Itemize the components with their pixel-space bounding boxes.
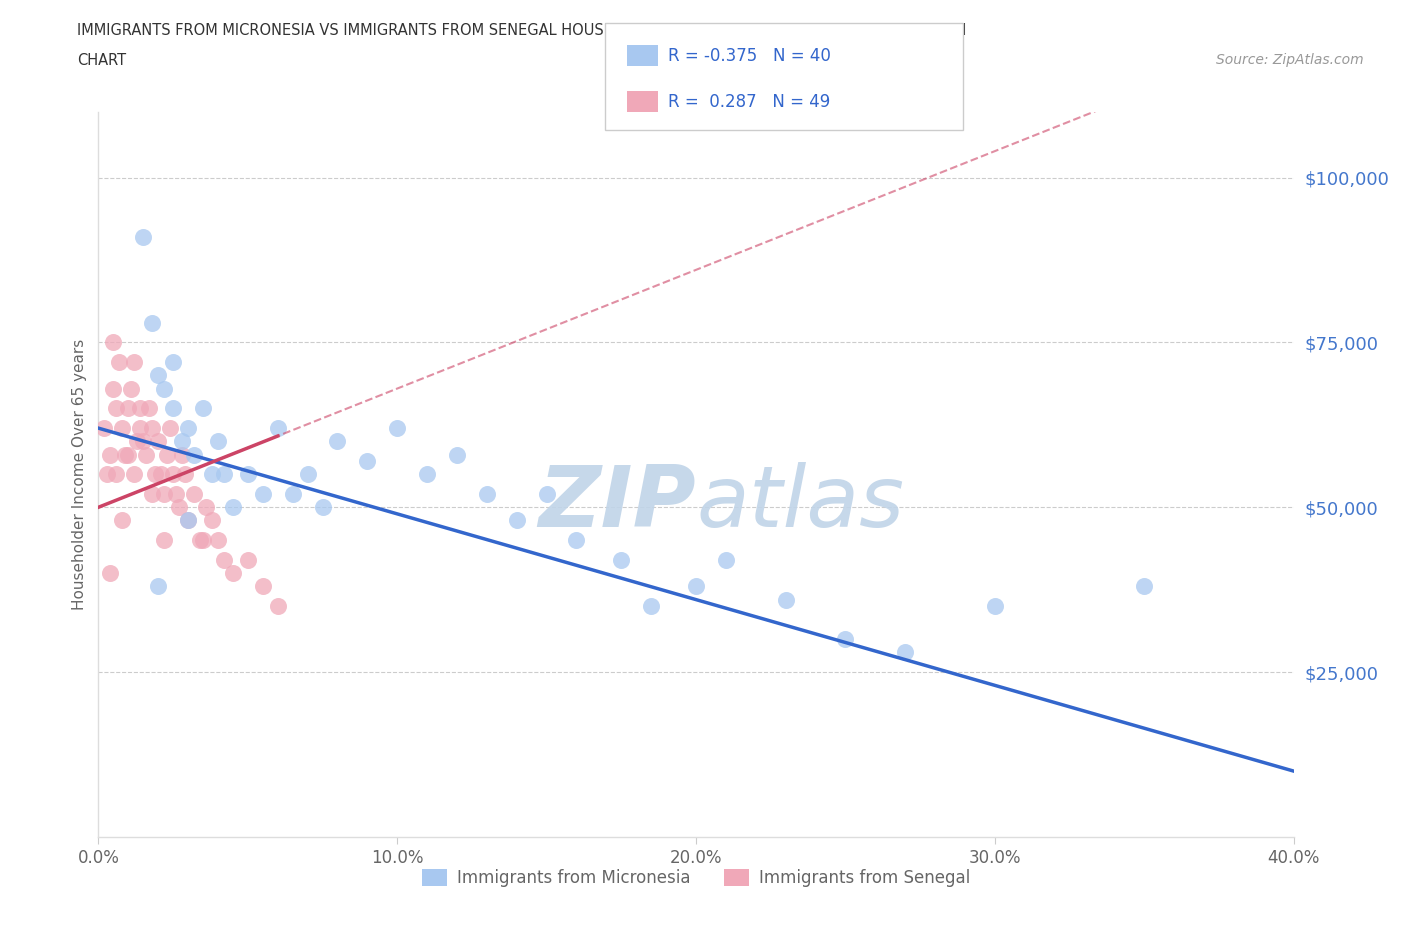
Point <box>141 486 163 501</box>
Point <box>177 420 200 435</box>
Point <box>124 467 146 482</box>
Point <box>207 533 229 548</box>
Point <box>153 381 176 396</box>
Point <box>207 434 229 449</box>
Text: ZIP: ZIP <box>538 462 696 545</box>
Point <box>153 533 176 548</box>
Point <box>148 434 170 449</box>
Text: IMMIGRANTS FROM MICRONESIA VS IMMIGRANTS FROM SENEGAL HOUSEHOLDER INCOME OVER 65: IMMIGRANTS FROM MICRONESIA VS IMMIGRANTS… <box>77 23 967 38</box>
Point <box>162 401 184 416</box>
Point <box>153 486 176 501</box>
Text: R = -0.375   N = 40: R = -0.375 N = 40 <box>668 46 831 65</box>
Point <box>252 579 274 594</box>
Point <box>98 565 122 580</box>
Point <box>222 565 245 580</box>
Point <box>188 533 211 548</box>
Point <box>212 552 235 567</box>
Point <box>132 230 155 245</box>
Point <box>148 368 170 383</box>
Point <box>834 631 856 646</box>
Point <box>108 354 131 369</box>
Point <box>416 467 439 482</box>
Point <box>105 467 128 482</box>
Point <box>117 447 139 462</box>
Point <box>183 447 205 462</box>
Point <box>162 354 184 369</box>
Point <box>174 467 197 482</box>
Point <box>141 420 163 435</box>
Point <box>894 644 917 659</box>
Point <box>127 434 149 449</box>
Point <box>236 467 259 482</box>
Point <box>267 599 290 614</box>
Text: R =  0.287   N = 49: R = 0.287 N = 49 <box>668 93 830 111</box>
Point <box>236 552 259 567</box>
Point <box>103 381 125 396</box>
Point <box>1133 579 1156 594</box>
Point <box>162 467 184 482</box>
Point <box>103 335 125 350</box>
Point <box>105 401 128 416</box>
Y-axis label: Householder Income Over 65 years: Householder Income Over 65 years <box>72 339 87 610</box>
Point <box>124 354 146 369</box>
Point <box>172 447 194 462</box>
Point <box>159 420 181 435</box>
Point <box>191 533 214 548</box>
Point <box>120 381 142 396</box>
Point <box>148 579 170 594</box>
Point <box>143 467 166 482</box>
Point <box>117 401 139 416</box>
Point <box>267 420 290 435</box>
Text: atlas: atlas <box>696 462 904 545</box>
Point <box>93 420 115 435</box>
Point <box>177 513 200 528</box>
Point <box>984 599 1007 614</box>
Point <box>506 513 529 528</box>
Point <box>212 467 235 482</box>
Point <box>177 513 200 528</box>
Point <box>640 599 662 614</box>
Point <box>150 467 173 482</box>
Point <box>165 486 187 501</box>
Point <box>96 467 118 482</box>
Point <box>135 447 157 462</box>
Point <box>714 552 737 567</box>
Point <box>326 434 349 449</box>
Point <box>98 447 122 462</box>
Point <box>129 420 152 435</box>
Point <box>252 486 274 501</box>
Point <box>201 513 224 528</box>
Point <box>356 454 378 469</box>
Point <box>111 513 134 528</box>
Point <box>775 592 797 607</box>
Point <box>297 467 319 482</box>
Point <box>446 447 468 462</box>
Point <box>111 420 134 435</box>
Point <box>311 499 333 514</box>
Point <box>156 447 179 462</box>
Point <box>281 486 304 501</box>
Point <box>141 315 163 330</box>
Point <box>114 447 136 462</box>
Text: CHART: CHART <box>77 53 127 68</box>
Point <box>132 434 155 449</box>
Point <box>475 486 498 501</box>
Point <box>167 499 190 514</box>
Legend: Immigrants from Micronesia, Immigrants from Senegal: Immigrants from Micronesia, Immigrants f… <box>415 862 977 894</box>
Point <box>195 499 218 514</box>
Point <box>610 552 633 567</box>
Point <box>172 434 194 449</box>
Point <box>183 486 205 501</box>
Point <box>685 579 707 594</box>
Point <box>138 401 160 416</box>
Point <box>222 499 245 514</box>
Point <box>129 401 152 416</box>
Point <box>536 486 558 501</box>
Text: Source: ZipAtlas.com: Source: ZipAtlas.com <box>1216 53 1364 67</box>
Point <box>191 401 214 416</box>
Point <box>201 467 224 482</box>
Point <box>565 533 588 548</box>
Point <box>385 420 409 435</box>
